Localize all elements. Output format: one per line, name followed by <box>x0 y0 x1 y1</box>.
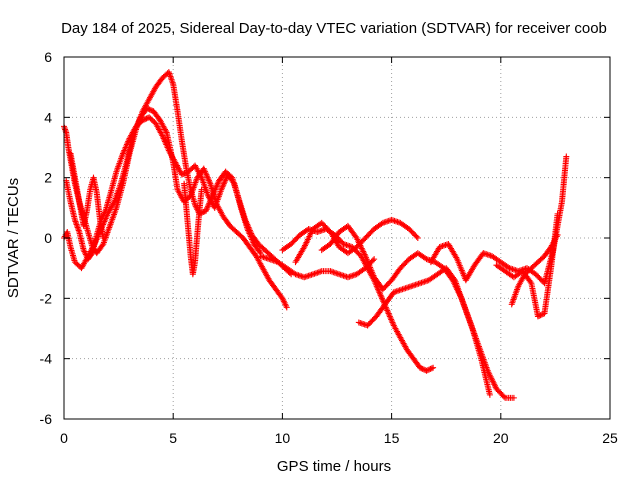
data-point <box>500 393 507 400</box>
y-tick-label: 0 <box>44 230 52 246</box>
data-point <box>419 365 426 372</box>
data-point <box>527 278 534 285</box>
series-prn-e <box>181 180 205 278</box>
x-tick-label: 25 <box>602 430 618 446</box>
series-prn-j <box>355 265 493 398</box>
y-tick-label: -4 <box>40 351 53 367</box>
chart-title: Day 184 of 2025, Sidereal Day-to-day VTE… <box>61 20 607 37</box>
data-point <box>369 257 376 264</box>
y-tick-label: -6 <box>40 411 53 427</box>
x-tick-label: 10 <box>275 430 291 446</box>
series-prn-l <box>493 210 561 320</box>
x-tick-label: 5 <box>169 430 177 446</box>
data-point <box>430 364 437 371</box>
x-tick-label: 0 <box>60 430 68 446</box>
data-point <box>413 233 420 240</box>
x-tick-label: 20 <box>493 430 509 446</box>
data-point <box>423 367 430 374</box>
data-point <box>88 251 95 258</box>
series-prn-d <box>67 150 107 241</box>
data-point <box>418 365 425 372</box>
data-point <box>420 366 427 373</box>
data-point <box>145 105 152 112</box>
x-axis-tick-labels: 0 5 10 15 20 25 <box>60 430 618 446</box>
data-point <box>147 107 154 114</box>
data-point <box>416 364 423 371</box>
series-prn-c <box>63 114 264 263</box>
data-point <box>427 365 434 372</box>
series-prn-m <box>508 231 561 308</box>
data-point <box>180 171 187 178</box>
y-tick-label: 4 <box>44 109 52 125</box>
data-point <box>510 394 517 401</box>
y-tick-label: -2 <box>40 290 53 306</box>
data-point <box>230 179 237 186</box>
data-point <box>426 366 433 373</box>
data-point <box>414 235 421 241</box>
data-point <box>100 235 107 241</box>
y-tick-label: 6 <box>44 49 52 65</box>
data-point <box>554 210 561 217</box>
data-point <box>554 231 561 238</box>
data-point <box>181 170 188 177</box>
y-axis-title: SDTVAR / TECUs <box>5 178 22 298</box>
x-axis-title: GPS time / hours <box>277 458 391 475</box>
data-point <box>144 114 151 121</box>
data-point <box>178 171 185 178</box>
data-point <box>538 311 545 318</box>
data-point <box>428 365 435 372</box>
data-point <box>142 116 149 123</box>
data-point <box>140 116 147 123</box>
series-prn-a <box>61 105 290 311</box>
data-point <box>371 256 378 263</box>
axis-ticks <box>63 56 611 420</box>
y-axis-tick-labels: -6 -4 -2 0 2 4 6 <box>40 49 53 427</box>
data-point <box>198 186 205 193</box>
data-point <box>424 367 431 374</box>
data-points <box>61 69 570 401</box>
y-tick-label: 2 <box>44 170 52 186</box>
data-point <box>283 304 290 311</box>
data-point <box>146 106 153 113</box>
data-point <box>182 169 189 176</box>
data-point <box>534 313 541 320</box>
data-point <box>139 117 146 124</box>
data-point <box>537 312 544 319</box>
data-point <box>536 312 543 319</box>
x-tick-label: 15 <box>384 430 400 446</box>
data-point <box>256 248 263 255</box>
data-point <box>563 153 570 160</box>
data-point <box>486 391 493 398</box>
